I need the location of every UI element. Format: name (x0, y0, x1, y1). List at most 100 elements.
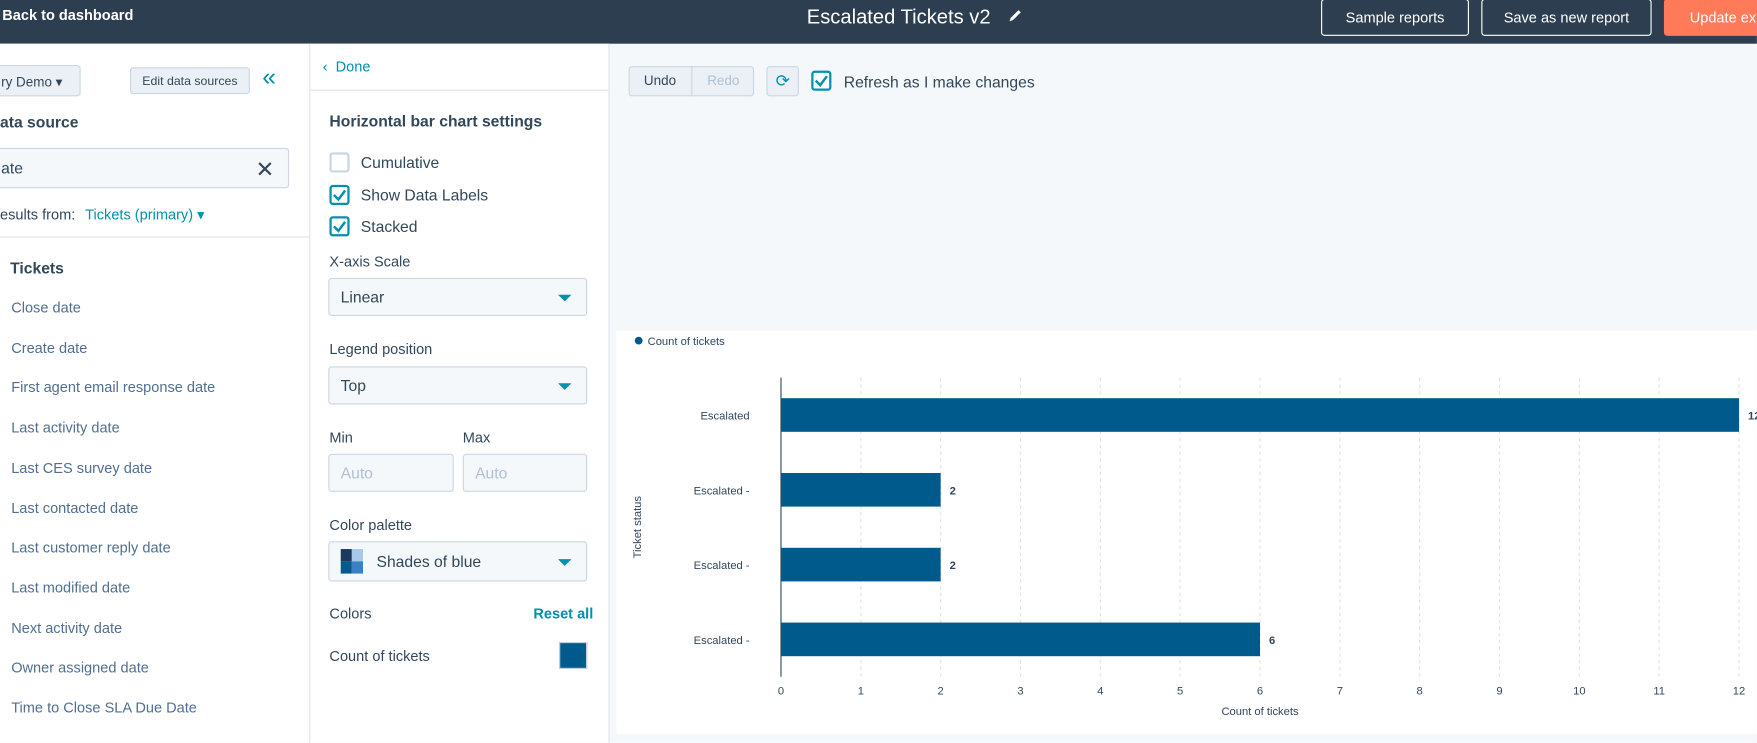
search-text: ate (1, 159, 23, 178)
x-scale-select[interactable]: Linear (328, 277, 588, 316)
x-tick-label: 2 (938, 686, 944, 698)
edit-icon[interactable] (1007, 8, 1023, 24)
back-link[interactable]: Back to dashboard (2, 6, 134, 24)
divider (0, 236, 310, 238)
max-input[interactable]: Auto (462, 453, 588, 492)
x-tick-label: 7 (1337, 686, 1343, 698)
max-label: Max (462, 429, 491, 446)
series-color-label: Count of tickets (329, 647, 430, 665)
search-input[interactable]: ate (0, 147, 290, 189)
demo-dropdown[interactable]: ry Demo ▾ (0, 64, 81, 97)
caret (558, 294, 572, 302)
x-tick-label: 1 (858, 686, 864, 698)
bar (780, 622, 1261, 657)
field-item[interactable]: Last CES survey date (11, 459, 153, 476)
min-label: Min (329, 429, 353, 446)
field-item[interactable]: First agent email response date (11, 379, 216, 396)
refresh-button[interactable]: ⟳ (766, 66, 799, 97)
header (0, 0, 1757, 44)
edit-sources-button[interactable]: Edit data sources (129, 67, 250, 95)
field-item[interactable]: Last contacted date (11, 499, 139, 516)
check-mark (333, 221, 347, 233)
min-input[interactable]: Auto (328, 453, 454, 492)
x-tick-label: 9 (1496, 686, 1502, 698)
reset-link[interactable]: Reset all (533, 605, 594, 622)
legend-select[interactable]: Top (328, 366, 588, 405)
collapse-icon[interactable]: « (262, 62, 276, 91)
bar (780, 398, 1740, 432)
undo-redo-group (628, 66, 755, 97)
group-heading: Tickets (10, 258, 64, 277)
legend-label: Legend position (329, 340, 433, 358)
save-new-button[interactable]: Save as new report (1481, 0, 1652, 36)
data-label: 6 (1269, 635, 1275, 647)
color-swatch[interactable] (559, 642, 588, 669)
checkbox[interactable] (329, 216, 350, 237)
data-source-heading: ata source (0, 113, 79, 132)
bar (780, 472, 941, 507)
max-placeholder: Auto (475, 463, 508, 482)
x-tick-label: 6 (1257, 686, 1263, 698)
undo-button[interactable]: Undo (629, 66, 693, 97)
field-item[interactable]: Last modified date (11, 579, 131, 596)
y-tick-label: Escalated - (694, 635, 750, 647)
field-item[interactable]: Next activity date (11, 619, 123, 636)
bar (780, 547, 941, 582)
checkbox[interactable] (329, 184, 350, 205)
check-mark (333, 189, 347, 201)
field-item[interactable]: Create date (11, 339, 88, 356)
done-link[interactable]: ‹ Done (322, 58, 371, 76)
refresh-checkbox[interactable] (811, 70, 832, 91)
x-scale-label: X-axis Scale (329, 253, 411, 271)
data-label: 12 (1748, 410, 1757, 422)
x-tick-label: 4 (1097, 686, 1103, 698)
palette-icon (340, 549, 364, 574)
field-item[interactable]: Last customer reply date (11, 539, 171, 556)
palette-value: Shades of blue (376, 552, 482, 571)
x-tick-label: 10 (1573, 686, 1585, 698)
x-tick-label: 11 (1653, 686, 1665, 698)
field-item[interactable]: Owner assigned date (11, 659, 149, 676)
checkbox[interactable] (329, 152, 350, 173)
caret (558, 559, 572, 566)
y-axis-title: Ticket status (632, 496, 644, 559)
checkbox-label: Show Data Labels (360, 185, 489, 204)
y-tick-label: Escalated (700, 410, 749, 422)
sample-reports-button[interactable]: Sample reports (1321, 0, 1469, 36)
results-object[interactable]: Tickets (primary) ▾ (85, 206, 205, 223)
results-from-label: esults from: (0, 206, 76, 223)
field-item[interactable]: Last activity date (11, 419, 120, 436)
check-mark (814, 75, 828, 88)
x-tick-label: 0 (778, 686, 784, 698)
legend-value: Top (340, 376, 366, 395)
divider (310, 89, 609, 91)
x-scale-value: Linear (340, 287, 385, 306)
x-tick-label: 8 (1417, 686, 1423, 698)
legend-label: Count of tickets (648, 336, 726, 348)
checkbox-label: Stacked (360, 217, 418, 236)
caret (558, 383, 572, 390)
data-label: 2 (950, 485, 956, 497)
clear-icon[interactable]: ✕ (255, 157, 275, 183)
report-title: Escalated Tickets v2 (806, 5, 991, 29)
refresh-label: Refresh as I make changes (843, 72, 1035, 91)
update-button[interactable]: Update ex (1663, 0, 1757, 36)
x-axis-title: Count of tickets (1221, 706, 1299, 718)
y-tick-label: Escalated - (694, 560, 750, 572)
x-tick-label: 12 (1733, 686, 1745, 698)
field-item[interactable]: Close date (11, 299, 81, 316)
palette-label: Color palette (329, 516, 413, 534)
colors-label: Colors (329, 605, 372, 622)
field-item[interactable]: Time to Close SLA Due Date (11, 699, 197, 716)
legend-marker (634, 336, 643, 345)
demo-label: ry Demo (1, 73, 52, 90)
y-tick-label: Escalated - (694, 485, 750, 497)
min-placeholder: Auto (340, 463, 373, 482)
redo-button[interactable]: Redo (707, 72, 740, 89)
palette-select[interactable]: Shades of blue (328, 541, 588, 582)
x-tick-label: 3 (1017, 686, 1023, 698)
done-text: Done (335, 58, 371, 76)
